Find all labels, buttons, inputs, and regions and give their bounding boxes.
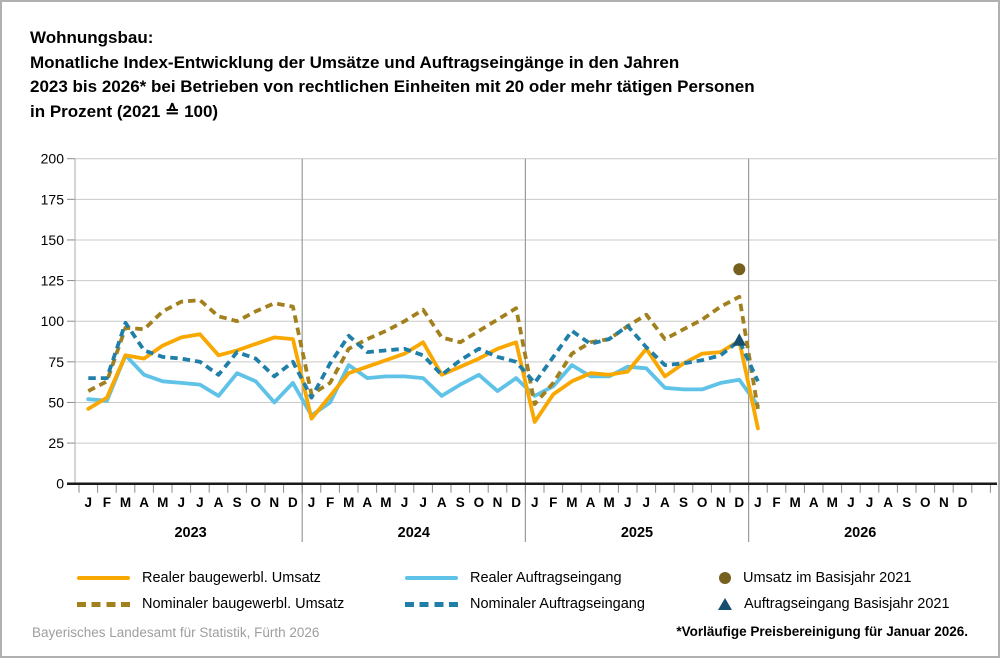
year-labels: 2023 2024 2025 2026 xyxy=(174,525,876,541)
y-tick-label: 100 xyxy=(41,313,65,329)
month-label: M xyxy=(120,495,131,510)
title-line-4: in Prozent (2021 ≙ 100) xyxy=(30,101,219,121)
chart-title: Wohnungsbau: Monatliche Index-Entwicklun… xyxy=(30,26,755,124)
month-label: F xyxy=(549,495,557,510)
y-tick-label: 150 xyxy=(41,232,65,248)
month-label: A xyxy=(586,495,596,510)
month-ticks xyxy=(78,484,991,493)
month-label: N xyxy=(939,495,949,510)
y-tick-label: 75 xyxy=(48,354,64,370)
year-label: 2026 xyxy=(844,525,876,541)
auftragseingang-basisjahr-marker xyxy=(732,333,747,346)
umsatz-basisjahr-dot-swatch xyxy=(719,572,731,584)
legend-label: Nominaler baugewerbl. Umsatz xyxy=(142,596,345,612)
month-label: J xyxy=(754,495,762,510)
month-label: F xyxy=(103,495,111,510)
month-label: J xyxy=(643,495,651,510)
title-line-2: Monatliche Index-Entwicklung der Umsätze… xyxy=(30,52,680,72)
legend-label: Realer Auftragseingang xyxy=(470,570,622,586)
legend-label: Auftragseingang Basisjahr 2021 xyxy=(744,596,950,612)
realer-auftragseingang-line-swatch xyxy=(405,576,458,580)
legend-item-umsatz-basisjahr: Umsatz im Basisjahr 2021 xyxy=(718,568,911,588)
nominaler-umsatz-line-swatch xyxy=(77,601,133,607)
legend-item-nominaler-umsatz: Nominaler baugewerbl. Umsatz xyxy=(77,594,344,614)
legend-label: Nominaler Auftragseingang xyxy=(470,596,645,612)
series-line-4 xyxy=(88,320,760,400)
month-label: S xyxy=(233,495,242,510)
month-label: J xyxy=(85,495,93,510)
series-line-3 xyxy=(86,353,760,418)
title-line-1: Wohnungsbau: xyxy=(30,28,154,47)
month-label: J xyxy=(866,495,874,510)
y-tick-label: 125 xyxy=(41,273,65,289)
month-label: A xyxy=(660,495,670,510)
month-label: J xyxy=(847,495,855,510)
month-label: A xyxy=(214,495,224,510)
month-label: A xyxy=(437,495,447,510)
month-label: M xyxy=(789,495,800,510)
month-label: N xyxy=(269,495,279,510)
month-label: O xyxy=(920,495,931,510)
month-label: D xyxy=(958,495,968,510)
month-label: M xyxy=(603,495,614,510)
y-axis-labels: 0 25 50 75 100 125 150 175 200 xyxy=(41,151,65,492)
month-label: D xyxy=(734,495,744,510)
legend-label: Umsatz im Basisjahr 2021 xyxy=(743,570,912,586)
legend-item-realer-auftragseingang: Realer Auftragseingang xyxy=(405,568,622,588)
legend-item-auftragseingang-basisjahr: Auftragseingang Basisjahr 2021 xyxy=(718,594,950,614)
month-label: J xyxy=(196,495,204,510)
y-tick-label: 25 xyxy=(48,435,64,451)
year-label: 2025 xyxy=(621,525,653,541)
month-label: S xyxy=(456,495,465,510)
month-label: A xyxy=(883,495,893,510)
month-label: A xyxy=(809,495,819,510)
month-label: D xyxy=(511,495,521,510)
month-label: J xyxy=(624,495,632,510)
year-label: 2023 xyxy=(174,525,206,541)
month-label: J xyxy=(419,495,427,510)
month-label: N xyxy=(716,495,726,510)
legend-label: Realer baugewerbl. Umsatz xyxy=(142,570,321,586)
month-label: F xyxy=(772,495,780,510)
month-label: D xyxy=(288,495,298,510)
month-label: S xyxy=(679,495,688,510)
auftragseingang-basisjahr-triangle-swatch xyxy=(718,598,732,610)
month-label: O xyxy=(697,495,708,510)
month-label: J xyxy=(531,495,539,510)
month-label: N xyxy=(493,495,503,510)
year-label: 2024 xyxy=(398,525,430,541)
title-line-3: 2023 bis 2026* bei Betrieben von rechtli… xyxy=(30,77,755,96)
month-label: J xyxy=(308,495,316,510)
legend-item-nominaler-auftragseingang: Nominaler Auftragseingang xyxy=(405,594,645,614)
y-tick-label: 50 xyxy=(48,394,64,410)
month-label: M xyxy=(380,495,391,510)
month-label: J xyxy=(178,495,186,510)
month-label: A xyxy=(139,495,149,510)
month-label: A xyxy=(362,495,372,510)
legend-item-realer-umsatz: Realer baugewerbl. Umsatz xyxy=(77,568,321,588)
y-tick-label: 0 xyxy=(56,476,64,492)
month-label: M xyxy=(827,495,838,510)
umsatz-basisjahr-marker xyxy=(733,263,746,276)
realer-umsatz-line-swatch xyxy=(77,576,130,580)
source-attribution: Bayerisches Landesamt für Statistik, Für… xyxy=(32,625,320,640)
month-label: M xyxy=(343,495,354,510)
month-label: M xyxy=(566,495,577,510)
month-label: S xyxy=(902,495,911,510)
series-line-2 xyxy=(87,294,760,410)
year-separators xyxy=(301,158,750,542)
gridlines xyxy=(67,158,997,485)
month-label: J xyxy=(401,495,409,510)
y-tick-label: 200 xyxy=(41,151,65,167)
nominaler-auftragseingang-line-swatch xyxy=(405,601,461,607)
footnote: *Vorläufige Preisbereinigung für Januar … xyxy=(676,624,968,639)
month-label: O xyxy=(250,495,261,510)
month-label: F xyxy=(326,495,334,510)
month-label: O xyxy=(474,495,485,510)
y-tick-label: 175 xyxy=(41,191,65,207)
month-label: M xyxy=(157,495,168,510)
